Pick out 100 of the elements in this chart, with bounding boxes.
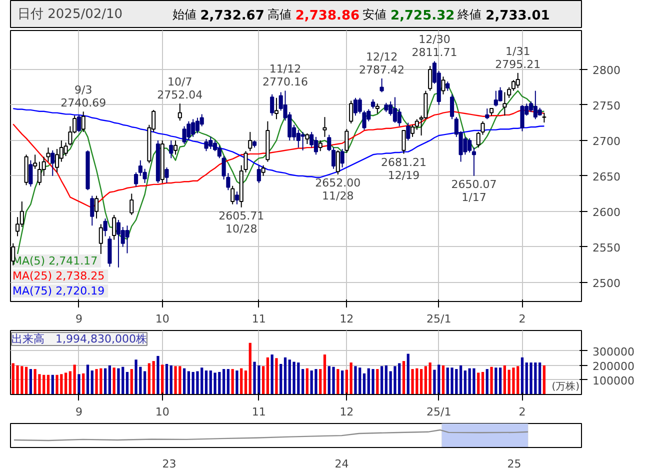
- candlestick: [336, 150, 340, 176]
- candlestick: [217, 144, 222, 159]
- bar: [376, 369, 379, 394]
- candlestick: [384, 102, 388, 113]
- candlestick: [305, 132, 310, 145]
- bar: [240, 368, 243, 394]
- bar: [226, 369, 230, 394]
- bar: [284, 357, 287, 394]
- bar: [481, 372, 484, 394]
- candlestick: [318, 140, 322, 152]
- bar: [68, 371, 72, 394]
- bar: [266, 357, 270, 394]
- candlestick: [234, 191, 240, 205]
- bar: [314, 369, 318, 394]
- candlestick: [37, 161, 42, 186]
- candlestick: [450, 94, 454, 120]
- bar: [156, 356, 160, 394]
- annotation: 2650.07 1/17: [451, 178, 497, 204]
- bar: [306, 368, 309, 394]
- bar: [380, 366, 384, 394]
- bar: [530, 362, 532, 394]
- candlestick: [33, 154, 38, 170]
- candlestick: [406, 122, 410, 141]
- bar: [236, 370, 238, 394]
- candlestick: [485, 108, 490, 120]
- candlestick: [331, 147, 336, 170]
- y-tick-label: 200000: [592, 360, 634, 373]
- annotation: 2681.21 12/19: [381, 156, 427, 182]
- bar: [424, 366, 428, 394]
- candlestick: [230, 185, 235, 205]
- bar: [336, 369, 340, 394]
- y-tick-label: 2500: [592, 276, 620, 290]
- candlestick: [116, 219, 121, 268]
- bar: [503, 365, 506, 394]
- bar: [319, 369, 322, 394]
- bar: [406, 354, 410, 394]
- bar: [187, 371, 190, 394]
- bar: [130, 369, 133, 394]
- candlestick: [516, 72, 520, 88]
- bar: [442, 365, 445, 394]
- candlestick: [340, 148, 344, 168]
- bar: [244, 370, 248, 394]
- bar: [332, 366, 335, 394]
- chart-subtitle: 始値 2,732.67 高値 2,738.86 安値 2,725.32 終値 2,733.01: [172, 8, 550, 24]
- text: MA(75) 2,720.19: [12, 284, 105, 298]
- annotation: 2652.00 11/28: [315, 176, 361, 203]
- bar: [477, 372, 480, 394]
- bar: [174, 366, 177, 394]
- bar: [420, 369, 423, 394]
- bar: [95, 369, 98, 394]
- x-tick-label: 25/1: [426, 406, 452, 418]
- candlestick: [204, 138, 208, 152]
- bar: [196, 371, 199, 394]
- candlestick: [507, 86, 512, 98]
- bar: [214, 372, 216, 394]
- bar: [16, 365, 19, 394]
- bar: [450, 368, 454, 394]
- candlestick: [327, 134, 332, 152]
- y-axis-title: (万株): [552, 380, 580, 392]
- x-tick-label: 9: [75, 406, 82, 418]
- candlestick: [98, 224, 103, 254]
- candlestick: [322, 116, 327, 138]
- candlestick: [134, 172, 138, 188]
- candlestick: [344, 128, 349, 154]
- candlestick: [502, 92, 507, 116]
- bar: [64, 372, 68, 394]
- x-tick-label: 24: [334, 458, 349, 470]
- bar: [170, 365, 172, 394]
- candlestick: [463, 136, 468, 156]
- bar: [104, 368, 107, 394]
- candlestick: [186, 120, 191, 141]
- candlestick: [28, 160, 33, 188]
- candlestick: [542, 112, 546, 123]
- annotation: 9/3 2740.69: [60, 84, 106, 110]
- candlestick: [274, 97, 279, 120]
- bar: [280, 364, 282, 394]
- bar: [86, 364, 90, 394]
- bar: [29, 369, 32, 394]
- bar: [222, 369, 226, 394]
- bar: [143, 371, 146, 394]
- candlestick: [349, 100, 354, 124]
- x-tick-label: 25/1: [426, 312, 452, 326]
- candlestick: [178, 103, 182, 122]
- bar: [472, 368, 476, 394]
- bar: [262, 366, 265, 394]
- bar: [494, 368, 498, 394]
- bar: [498, 368, 502, 394]
- candlestick: [125, 225, 130, 254]
- bar: [464, 370, 467, 394]
- x-tick-label: 10: [155, 312, 170, 326]
- annotation: 11/12 2770.16: [262, 62, 308, 89]
- bar: [512, 368, 515, 394]
- x-tick-label: 25: [507, 458, 522, 470]
- candlestick: [410, 124, 415, 138]
- candlestick: [142, 168, 147, 184]
- candlestick: [256, 164, 261, 184]
- bar: [340, 370, 344, 394]
- candlestick: [353, 97, 358, 116]
- bar: [78, 374, 80, 394]
- annotation: 1/31 2795.21: [495, 44, 541, 71]
